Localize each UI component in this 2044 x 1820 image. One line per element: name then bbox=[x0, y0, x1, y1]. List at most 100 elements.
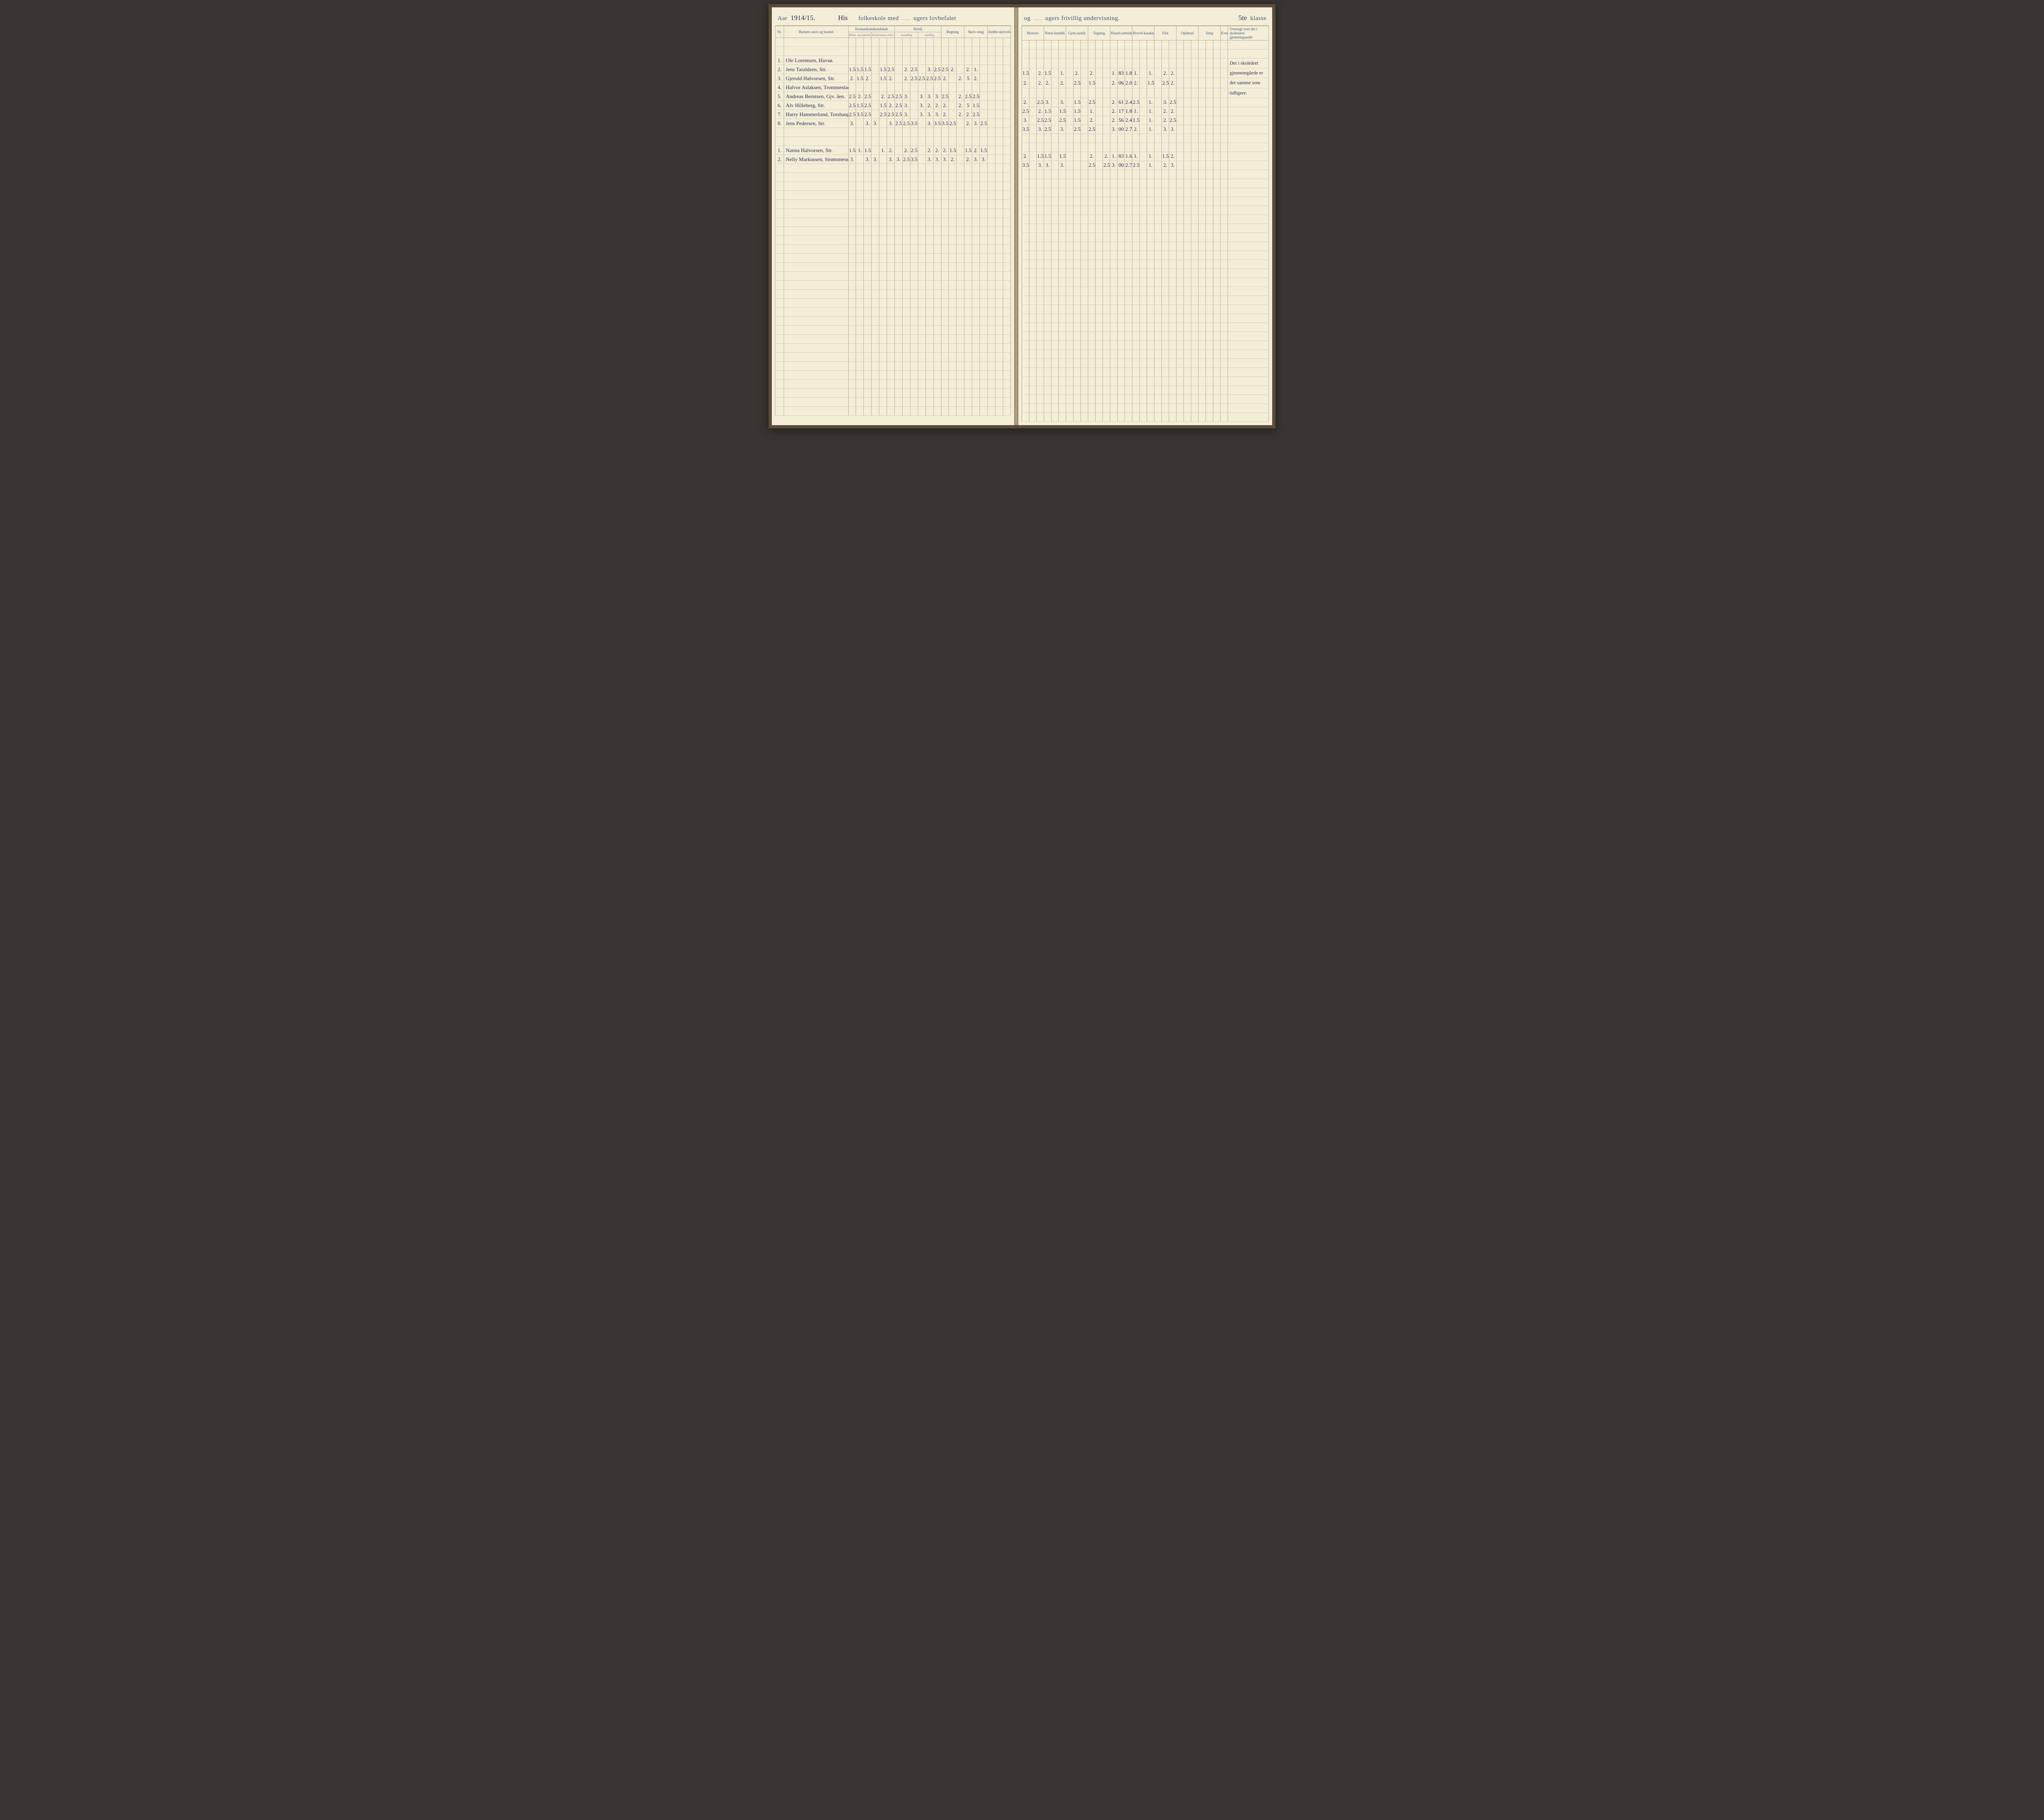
grade-cell bbox=[1213, 215, 1221, 224]
grade-cell bbox=[910, 92, 918, 101]
grade-cell: 1.5 bbox=[1073, 98, 1080, 107]
grade-cell bbox=[872, 47, 879, 56]
grade-cell: 2.5 bbox=[910, 74, 918, 83]
grade-cell bbox=[995, 317, 1003, 326]
grade-cell bbox=[1088, 296, 1095, 305]
grade-cell bbox=[1073, 143, 1080, 152]
grade-cell bbox=[1117, 269, 1125, 278]
og-label: og bbox=[1024, 15, 1031, 22]
grade-cell bbox=[1154, 269, 1161, 278]
grade-cell: 3. bbox=[887, 119, 895, 128]
oversigt-cell bbox=[1228, 143, 1269, 152]
grade-cell bbox=[1080, 359, 1088, 368]
grade-cell bbox=[1132, 49, 1139, 58]
grade-cell bbox=[902, 191, 910, 200]
grade-cell bbox=[918, 254, 926, 263]
grade-cell bbox=[1073, 305, 1080, 314]
grade-cell bbox=[1029, 116, 1036, 125]
grade-cell bbox=[1044, 206, 1051, 215]
grade-cell bbox=[918, 182, 926, 191]
grade-cell bbox=[980, 272, 988, 281]
grade-cell: 3. bbox=[926, 65, 933, 74]
oversigt-cell bbox=[1228, 394, 1269, 403]
grade-cell bbox=[1110, 305, 1117, 314]
grade-cell bbox=[1080, 40, 1088, 49]
grade-cell bbox=[964, 182, 972, 191]
grade-cell bbox=[1161, 233, 1169, 242]
grade-cell bbox=[1206, 170, 1213, 179]
grade-cell: 1.5 bbox=[1044, 152, 1051, 161]
grade-cell bbox=[972, 173, 980, 182]
grade-cell bbox=[1066, 116, 1073, 125]
grade-cell bbox=[1161, 412, 1169, 421]
grade-cell bbox=[1095, 403, 1103, 412]
grade-cell bbox=[1139, 260, 1147, 269]
grade-cell bbox=[895, 335, 903, 344]
grade-cell bbox=[1036, 287, 1044, 296]
grade-cell bbox=[1022, 170, 1029, 179]
grade-cell bbox=[1036, 350, 1044, 359]
grade-cell bbox=[1095, 350, 1103, 359]
grade-cell bbox=[1184, 350, 1191, 359]
student-name bbox=[784, 335, 849, 344]
klasse-value: 5te bbox=[1239, 14, 1247, 22]
grade-cell bbox=[918, 209, 926, 218]
grade-cell bbox=[1221, 143, 1228, 152]
col-norsk: Norsk bbox=[895, 26, 941, 32]
grade-cell bbox=[1088, 332, 1095, 341]
grade-cell bbox=[1154, 314, 1161, 323]
grade-cell bbox=[957, 335, 964, 344]
grade-cell bbox=[1029, 278, 1036, 287]
grade-cell bbox=[902, 236, 910, 245]
grade-cell bbox=[1103, 40, 1110, 49]
grade-cell: 2. bbox=[1044, 78, 1051, 88]
grade-cell bbox=[879, 218, 887, 227]
grade-cell bbox=[1029, 125, 1036, 134]
grade-cell bbox=[1147, 377, 1154, 386]
grade-cell bbox=[1139, 377, 1147, 386]
grade-cell bbox=[1147, 305, 1154, 314]
grade-cell bbox=[1003, 146, 1011, 155]
grade-cell: 3. bbox=[1044, 161, 1051, 170]
grade-cell bbox=[1125, 197, 1132, 206]
grade-cell bbox=[1095, 116, 1103, 125]
grade-cell: 3. bbox=[918, 92, 926, 101]
grade-cell bbox=[980, 137, 988, 146]
grade-cell bbox=[1154, 188, 1161, 197]
grade-cell bbox=[1177, 206, 1184, 215]
grade-cell: 2.5 bbox=[910, 65, 918, 74]
grade-cell bbox=[1177, 332, 1184, 341]
grade-cell bbox=[1154, 179, 1161, 188]
grade-cell bbox=[926, 389, 933, 398]
grade-cell bbox=[1154, 305, 1161, 314]
grade-cell bbox=[1191, 206, 1199, 215]
grade-cell bbox=[1213, 341, 1221, 350]
grade-cell bbox=[949, 200, 957, 209]
grade-cell bbox=[1191, 341, 1199, 350]
table-row bbox=[1022, 49, 1269, 58]
grade-cell bbox=[1103, 350, 1110, 359]
grade-cell: 2. bbox=[1132, 125, 1139, 134]
grade-cell bbox=[1161, 215, 1169, 224]
grade-cell bbox=[1080, 134, 1088, 143]
grade-cell: 3. bbox=[980, 155, 988, 164]
grade-cell bbox=[964, 308, 972, 317]
table-row bbox=[1022, 323, 1269, 332]
row-number bbox=[775, 137, 784, 146]
grade-cell bbox=[1206, 394, 1213, 403]
table-row: 7.Harry Hammerlund, Torshaug.2.53.52.52.… bbox=[775, 110, 1011, 119]
grade-cell bbox=[1177, 377, 1184, 386]
grade-cell bbox=[933, 245, 941, 254]
grade-cell bbox=[1199, 305, 1206, 314]
grade-cell bbox=[1213, 88, 1221, 98]
grade-cell bbox=[1139, 305, 1147, 314]
grade-cell bbox=[887, 38, 895, 47]
grade-cell bbox=[1191, 215, 1199, 224]
grade-cell bbox=[949, 128, 957, 137]
grade-cell bbox=[988, 326, 995, 335]
grade-cell bbox=[910, 218, 918, 227]
grade-cell bbox=[1213, 116, 1221, 125]
grade-cell: 2.5 bbox=[895, 110, 903, 119]
grade-cell bbox=[1154, 278, 1161, 287]
table-row bbox=[1022, 269, 1269, 278]
